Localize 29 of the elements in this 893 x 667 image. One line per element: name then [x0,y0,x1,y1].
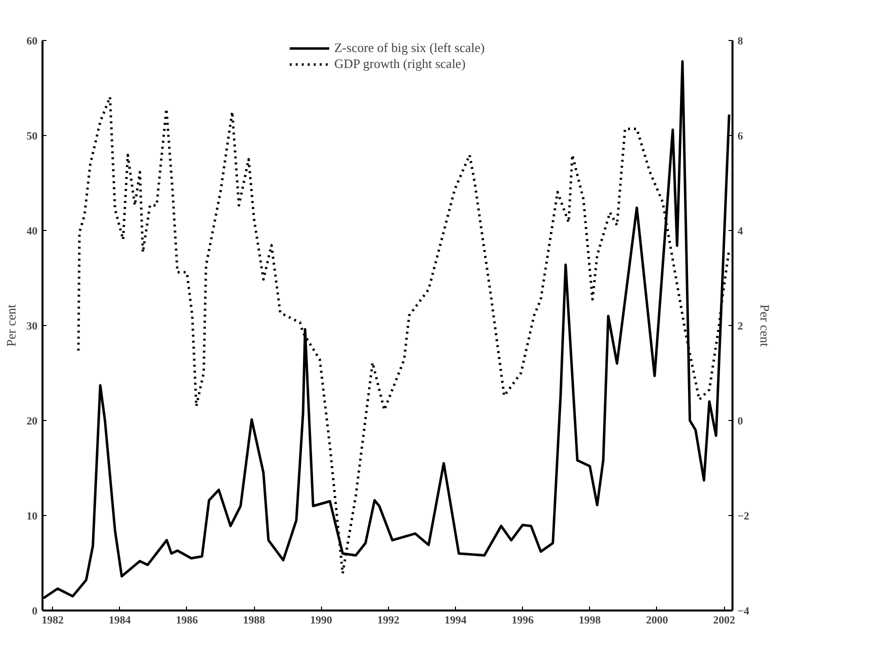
x-tick-label: 1998 [578,614,602,626]
x-tick-label: 1994 [444,614,467,626]
legend-label: GDP growth (right scale) [334,56,466,72]
y2-tick-label: −4 [738,606,750,618]
y2-tick-label: 8 [738,36,744,48]
y-tick-label: 0 [32,606,38,618]
x-tick-label: 1982 [42,614,64,626]
x-tick-label: 2000 [646,614,668,626]
x-tick-label: 1986 [176,614,198,626]
y-tick-label: 10 [26,510,38,522]
y2-axis-title: Per cent [757,304,772,348]
y-tick-label: 50 [26,130,38,142]
y2-tick-label: 0 [738,416,744,428]
y-axis-title: Per cent [4,304,18,347]
x-tick-label: 1992 [377,614,400,626]
y2-tick-label: 6 [738,130,744,142]
x-tick-label: 1984 [108,614,132,626]
x-tick-label: 1988 [243,614,266,626]
y2-tick-label: −2 [738,510,750,522]
y2-tick-label: 2 [738,320,744,332]
x-tick-label: 1990 [310,614,333,626]
x-tick-label: 2002 [713,614,736,626]
y-tick-label: 40 [26,226,38,238]
y-tick-label: 30 [26,320,38,332]
y-tick-label: 60 [26,36,38,48]
y-tick-label: 20 [26,416,38,428]
y2-tick-label: 4 [738,226,744,238]
legend-label: Z-score of big six (left scale) [334,40,485,56]
x-tick-label: 1996 [512,614,534,626]
